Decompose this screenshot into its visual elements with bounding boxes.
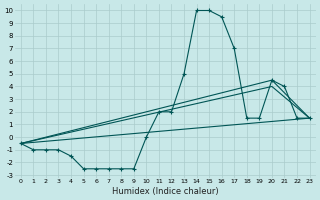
X-axis label: Humidex (Indice chaleur): Humidex (Indice chaleur) — [112, 187, 219, 196]
